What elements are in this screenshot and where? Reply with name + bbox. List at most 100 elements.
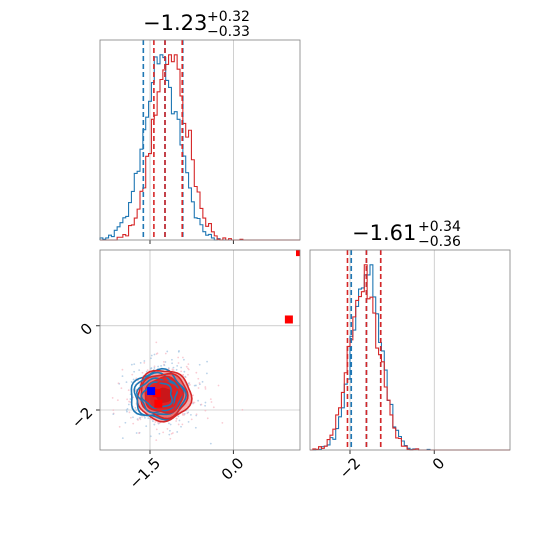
- sample-point: [118, 425, 121, 428]
- sample-point: [197, 399, 199, 402]
- sample-point: [193, 384, 196, 387]
- sample-point: [184, 375, 187, 378]
- sample-point: [128, 411, 131, 414]
- sample-point: [198, 363, 201, 366]
- marginal-panel-param1: [99, 39, 301, 244]
- marker-blue: [147, 387, 156, 396]
- sample-point: [143, 361, 146, 364]
- joint-contents: [111, 250, 300, 445]
- sample-point: [187, 373, 189, 376]
- sample-point: [139, 416, 142, 419]
- sample-point: [187, 382, 190, 385]
- tick-label-x-param2: 0: [429, 454, 448, 473]
- sample-point: [183, 412, 186, 415]
- sample-point: [130, 381, 133, 383]
- histogram-red: [310, 264, 510, 451]
- sample-point: [169, 423, 172, 426]
- sample-point: [194, 426, 197, 429]
- sample-point: [193, 401, 196, 404]
- sample-point: [135, 409, 138, 412]
- joint-panel: [96, 249, 301, 454]
- sample-point: [121, 437, 124, 440]
- sample-point: [168, 433, 171, 436]
- sample-point: [195, 371, 198, 374]
- sample-point: [111, 397, 114, 399]
- sample-point: [172, 366, 175, 369]
- sample-point: [134, 406, 137, 409]
- sample-point: [153, 367, 156, 369]
- sample-point: [124, 421, 127, 424]
- sample-point: [241, 408, 244, 411]
- sample-point: [143, 360, 146, 362]
- sample-point: [126, 398, 129, 401]
- sample-point: [120, 387, 123, 390]
- sample-point: [178, 350, 180, 352]
- sample-point: [187, 420, 190, 423]
- sample-point: [162, 431, 165, 434]
- sample-point: [210, 401, 213, 403]
- sample-point: [169, 437, 172, 440]
- panel-frame: [309, 249, 511, 451]
- sample-point: [154, 421, 157, 423]
- sample-point: [187, 363, 190, 366]
- sample-point: [209, 442, 212, 445]
- sample-point: [132, 416, 134, 419]
- sample-point: [183, 370, 186, 373]
- tick-label-y-param2: 0: [77, 319, 96, 338]
- sample-point: [139, 418, 142, 421]
- sample-point: [176, 431, 179, 433]
- sample-point: [170, 432, 173, 435]
- marker-red: [154, 399, 163, 408]
- sample-point: [153, 365, 156, 368]
- sample-point: [147, 417, 150, 420]
- sample-point: [116, 399, 119, 402]
- sample-point: [155, 439, 158, 442]
- sample-point: [209, 398, 212, 401]
- sample-point: [204, 404, 206, 407]
- sample-point: [178, 419, 181, 422]
- sample-point: [150, 357, 152, 360]
- sample-point: [201, 380, 204, 383]
- sample-point: [128, 400, 131, 403]
- sample-point: [121, 375, 124, 378]
- sample-point: [187, 411, 190, 414]
- sample-point: [221, 421, 224, 424]
- sample-point: [166, 350, 169, 353]
- sample-point: [117, 382, 120, 385]
- sample-point: [197, 387, 200, 389]
- sample-point: [149, 435, 152, 438]
- sample-point: [206, 360, 208, 363]
- sample-point: [155, 428, 158, 431]
- sample-point: [189, 413, 192, 416]
- sample-point: [180, 370, 183, 373]
- sample-point: [145, 370, 148, 373]
- sample-point: [133, 370, 136, 373]
- x-tick-labels-joint: −1.5 0.0: [126, 454, 248, 492]
- title-param1-main: −1.23: [143, 11, 207, 35]
- sample-point: [146, 369, 149, 372]
- sample-point: [195, 413, 198, 416]
- contour-line-blue: [140, 381, 174, 410]
- contour-line-red: [148, 380, 180, 409]
- x-tick-labels-right: −2 0: [336, 454, 449, 482]
- sample-point: [125, 381, 128, 384]
- contour-line-red: [144, 375, 185, 414]
- sample-point: [175, 420, 178, 422]
- sample-point: [169, 429, 171, 432]
- sample-point: [121, 368, 124, 371]
- title-param1: −1.23 +0.32 −0.33: [143, 9, 250, 40]
- sample-point: [160, 364, 162, 367]
- title-param2-sub: −0.36: [418, 234, 461, 250]
- sample-point: [134, 390, 137, 392]
- title-param2: −1.61 +0.34 −0.36: [352, 219, 461, 250]
- title-param1-sup: +0.32: [207, 9, 250, 25]
- sample-point: [185, 365, 188, 368]
- sample-point: [139, 361, 142, 364]
- sample-point: [132, 378, 135, 381]
- sample-point: [144, 416, 146, 419]
- sample-point: [131, 373, 134, 376]
- sample-point: [175, 368, 178, 371]
- sample-point: [204, 409, 207, 412]
- sample-point: [164, 361, 167, 363]
- sample-point: [145, 425, 148, 428]
